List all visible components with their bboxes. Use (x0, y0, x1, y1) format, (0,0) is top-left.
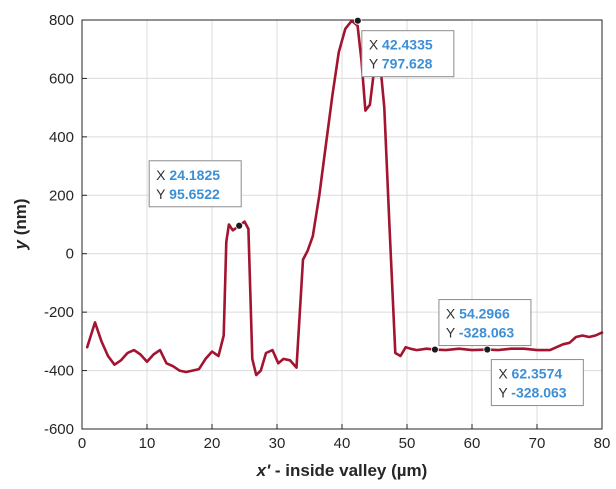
datatip-marker[interactable] (431, 345, 439, 354)
y-tick-label: -600 (44, 421, 74, 438)
x-tick-label: 50 (399, 435, 416, 452)
x-tick-label: 10 (139, 435, 156, 452)
datatip-marker[interactable] (353, 16, 362, 25)
datatip-x-line: X 24.1825 (156, 167, 220, 183)
datatip-marker[interactable] (483, 345, 492, 354)
datatip[interactable]: X 54.2966 Y -328.063 (431, 299, 532, 354)
datatip-box (438, 299, 532, 347)
y-tick-label: 200 (49, 187, 74, 204)
y-tick-label: 800 (49, 12, 74, 29)
datatip-box (490, 359, 584, 407)
x-tick-label: 30 (269, 435, 286, 452)
x-tick-label: 40 (334, 435, 351, 452)
y-tick-label: -400 (44, 363, 74, 380)
datatips-layer: X 24.1825 Y 95.6522 X 42.4335 Y 797.628 X 54… (148, 16, 584, 407)
datatip-marker[interactable] (235, 221, 244, 230)
datatip-y-line: Y -328.063 (446, 325, 514, 341)
datatip-x-line: X 42.4335 (369, 37, 433, 53)
datatip-y-line: Y -328.063 (498, 385, 566, 401)
plot-frame (81, 19, 603, 430)
datatip-box (361, 30, 455, 78)
x-axis-label: x' - inside valley (µm) (256, 461, 428, 480)
x-tick-label: 80 (594, 435, 611, 452)
datatip-x-line: X 62.3574 (498, 366, 562, 382)
x-tick-label: 70 (529, 435, 546, 452)
y-axis-label: y (nm) (11, 198, 30, 250)
series-line-layer (85, 19, 604, 377)
datatip-y-line: Y 797.628 (369, 56, 433, 72)
datatip[interactable]: X 42.4335 Y 797.628 (353, 16, 455, 78)
datatip-box (148, 160, 242, 208)
x-tick-label: 20 (204, 435, 221, 452)
y-tick-label: 0 (66, 246, 74, 263)
y-tick-label: 600 (49, 70, 74, 87)
y-tick-label: 400 (49, 129, 74, 146)
datatip-y-line: Y 95.6522 (156, 186, 220, 202)
x-tick-labels: 0 10 20 30 40 50 60 70 80 (78, 435, 611, 452)
x-tick-label: 60 (464, 435, 481, 452)
y-tick-label: -200 (44, 304, 74, 321)
x-tick-label: 0 (78, 435, 86, 452)
datatip-x-line: X 54.2966 (446, 306, 510, 322)
datatip[interactable]: X 62.3574 Y -328.063 (483, 345, 584, 407)
datatip[interactable]: X 24.1825 Y 95.6522 (148, 160, 244, 230)
series-line (85, 19, 604, 377)
y-tick-labels: -600 -400 -200 0 200 400 600 800 (44, 12, 74, 438)
